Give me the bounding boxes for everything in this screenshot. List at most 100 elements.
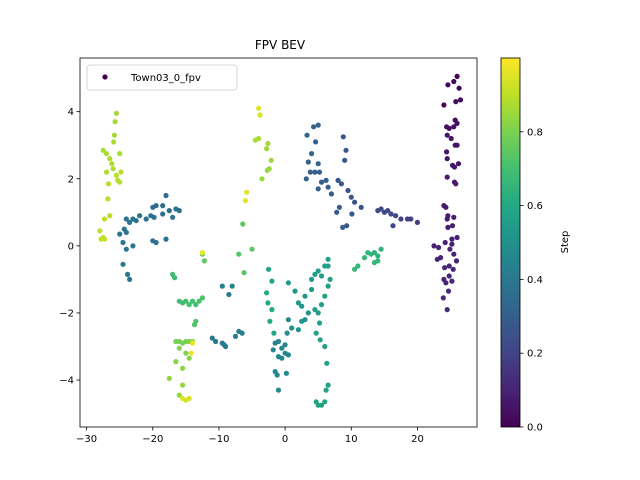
scatter-point: [322, 343, 328, 350]
scatter-point: [180, 382, 186, 388]
scatter-point: [323, 177, 329, 183]
scatter-point: [324, 360, 330, 366]
x-tick-label: 10: [345, 434, 358, 445]
scatter-point: [334, 209, 340, 215]
scatter-point: [274, 372, 280, 378]
scatter-point: [302, 293, 308, 299]
scatter-point: [284, 330, 290, 336]
scatter-point: [176, 345, 182, 351]
scatter-point: [229, 283, 235, 289]
scatter-point: [313, 399, 319, 405]
scatter-point: [445, 224, 451, 230]
scatter-point: [173, 359, 179, 365]
scatter-point: [309, 151, 315, 157]
scatter-point: [199, 250, 205, 256]
scatter-point: [213, 338, 219, 345]
scatter-point: [309, 276, 315, 282]
colorbar-tick-label: 0.6: [527, 201, 543, 212]
scatter-point: [111, 132, 117, 138]
scatter-point: [371, 260, 377, 266]
scatter-points: [97, 73, 464, 408]
scatter-point: [143, 216, 149, 222]
scatter-point: [358, 204, 364, 210]
scatter-point: [449, 278, 455, 284]
scatter-point: [449, 223, 456, 229]
scatter-point: [344, 223, 350, 229]
scatter-point: [393, 213, 399, 219]
scatter-point: [307, 169, 313, 175]
scatter-point: [312, 271, 318, 277]
scatter-point: [340, 224, 346, 230]
scatter-point: [442, 265, 448, 271]
scatter-point: [316, 169, 323, 175]
chart-title: FPV BEV: [255, 38, 306, 52]
axes-frame: [79, 57, 478, 428]
scatter-point: [443, 280, 449, 286]
scatter-point: [180, 365, 186, 371]
scatter-point: [343, 147, 349, 153]
scatter-point: [325, 256, 331, 262]
scatter-point: [264, 290, 270, 296]
scatter-point: [454, 120, 460, 126]
scatter-point: [285, 352, 291, 358]
scatter-point: [453, 258, 460, 264]
scatter-point: [123, 246, 129, 252]
scatter-point: [188, 350, 194, 356]
scatter-point: [375, 253, 381, 259]
scatter-point: [160, 203, 166, 209]
scatter-point: [292, 288, 298, 294]
y-tick-label: −4: [59, 376, 74, 387]
scatter-point: [117, 179, 123, 185]
scatter-point: [172, 275, 178, 281]
scatter-point: [189, 298, 196, 304]
scatter-point: [240, 221, 246, 227]
scatter-point: [107, 213, 113, 219]
scatter-point: [295, 327, 301, 333]
scatter-point: [381, 209, 387, 215]
scatter-point: [451, 164, 458, 170]
scatter-point: [313, 139, 319, 145]
scatter-point: [103, 151, 110, 157]
scatter-point: [295, 300, 301, 306]
scatter-point: [120, 239, 126, 246]
scatter-point: [431, 243, 437, 249]
scatter-point: [414, 219, 420, 225]
legend-box: [86, 64, 238, 91]
scatter-point: [315, 186, 321, 192]
colorbar-tick-label: 0.0: [527, 423, 543, 434]
x-tick-label: 20: [411, 434, 424, 445]
scatter-point: [349, 211, 355, 217]
scatter-point: [267, 318, 273, 324]
colorbar-tick-label: 0.8: [527, 127, 543, 138]
scatter-point: [109, 161, 115, 167]
scatter-point: [118, 169, 124, 175]
scatter-point: [336, 204, 342, 210]
scatter-point: [137, 213, 143, 219]
scatter-point: [209, 335, 215, 341]
scatter-point: [199, 295, 205, 301]
scatter-point: [163, 236, 169, 242]
scatter-point: [449, 236, 455, 242]
scatter-point: [285, 280, 291, 286]
scatter-point: [317, 337, 323, 343]
scatter-point: [223, 343, 229, 350]
scatter-point: [315, 161, 321, 167]
axes-background: [80, 58, 477, 427]
scatter-point: [176, 392, 182, 398]
scatter-point: [283, 370, 289, 376]
scatter-point: [244, 189, 250, 195]
scatter-point: [441, 102, 447, 108]
scatter-point: [150, 238, 156, 244]
scatter-point: [191, 322, 198, 328]
scatter-point: [282, 342, 288, 348]
scatter-point: [279, 345, 285, 351]
scatter-point: [453, 99, 459, 105]
scatter-point: [325, 184, 331, 190]
scatter-point: [127, 219, 133, 225]
scatter-point: [322, 293, 328, 299]
scatter-point: [404, 216, 411, 222]
scatter-point: [444, 307, 450, 313]
scatter-point: [449, 241, 455, 247]
scatter-point: [236, 251, 242, 257]
scatter-point: [338, 181, 344, 187]
